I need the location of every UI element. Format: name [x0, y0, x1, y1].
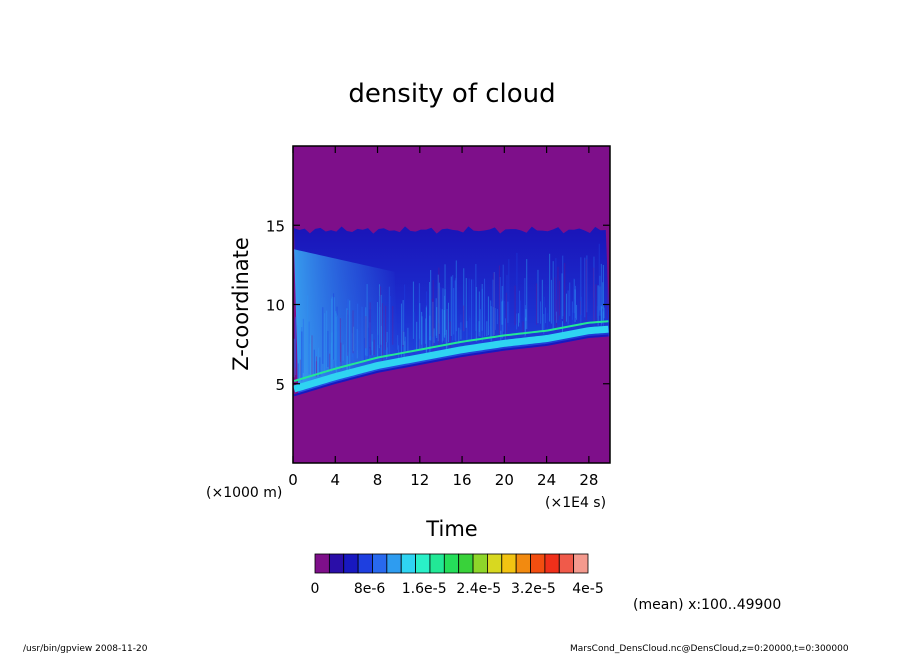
footer-right: MarsCond_DensCloud.nc@DensCloud,z=0:2000… [570, 644, 849, 654]
colorbar-swatch [530, 553, 546, 574]
y-tick-label: 5 [275, 376, 285, 394]
colorbar-swatch [357, 553, 373, 574]
x-tick-label: 8 [373, 471, 383, 489]
colorbar-swatch [314, 553, 330, 574]
colorbar-tick-label: 0 [311, 581, 320, 597]
colorbar-tick-label: 8e-6 [354, 581, 386, 597]
x-tick-label: 16 [453, 471, 472, 489]
x-unit-label: (×1E4 s) [545, 495, 606, 511]
colorbar-ticks: 0 8e-6 1.6e-5 2.4e-5 3.2e-5 4e-5 [311, 581, 604, 597]
colorbar-swatch [544, 553, 560, 574]
colorbar-swatch [458, 553, 474, 574]
footer-left: /usr/bin/gpview 2008-11-20 [23, 644, 148, 654]
colorbar-swatch [415, 553, 431, 574]
cloud-streaks [293, 243, 608, 382]
colorbar [314, 553, 589, 574]
mean-note: (mean) x:100..49900 [633, 597, 781, 613]
colorbar-tick-label: 3.2e-5 [511, 581, 556, 597]
colorbar-swatch [515, 553, 531, 574]
x-axis-label: Time [425, 517, 477, 541]
colorbar-tick-label: 1.6e-5 [402, 581, 447, 597]
colorbar-swatch [487, 553, 503, 574]
cloud-base-edge [293, 320, 609, 383]
cloud-base-dark [293, 334, 609, 397]
colorbar-swatch [558, 553, 575, 574]
chart-title: density of cloud [348, 79, 555, 109]
colorbar-swatch [343, 553, 359, 574]
x-tick-label: 24 [537, 471, 556, 489]
heatmap-field [293, 146, 610, 463]
y-axis-ticks: 5 10 15 [266, 217, 610, 394]
colorbar-swatch [386, 553, 402, 574]
y-unit-label: (×1000 m) [206, 485, 282, 501]
x-tick-label: 12 [410, 471, 429, 489]
x-tick-label: 0 [288, 471, 298, 489]
cloud-base-band [293, 325, 609, 393]
colorbar-tick-label: 4e-5 [572, 581, 603, 597]
colorbar-swatch [429, 553, 445, 574]
x-tick-label: 20 [495, 471, 514, 489]
colorbar-swatch [472, 553, 488, 574]
x-tick-label: 4 [330, 471, 340, 489]
colorbar-swatch [501, 553, 517, 574]
x-axis-ticks: 0 4 8 12 16 20 24 28 [288, 146, 598, 489]
colorbar-tick-label: 2.4e-5 [456, 581, 501, 597]
colorbar-swatch [573, 553, 589, 574]
y-axis-label: Z-coordinate [229, 237, 253, 371]
colorbar-swatch [372, 553, 388, 574]
y-tick-label: 10 [266, 297, 285, 315]
colorbar-swatch [443, 553, 460, 574]
colorbar-swatch [328, 553, 345, 574]
colorbar-swatch [400, 553, 416, 574]
y-tick-label: 15 [266, 217, 285, 235]
x-tick-label: 28 [579, 471, 598, 489]
